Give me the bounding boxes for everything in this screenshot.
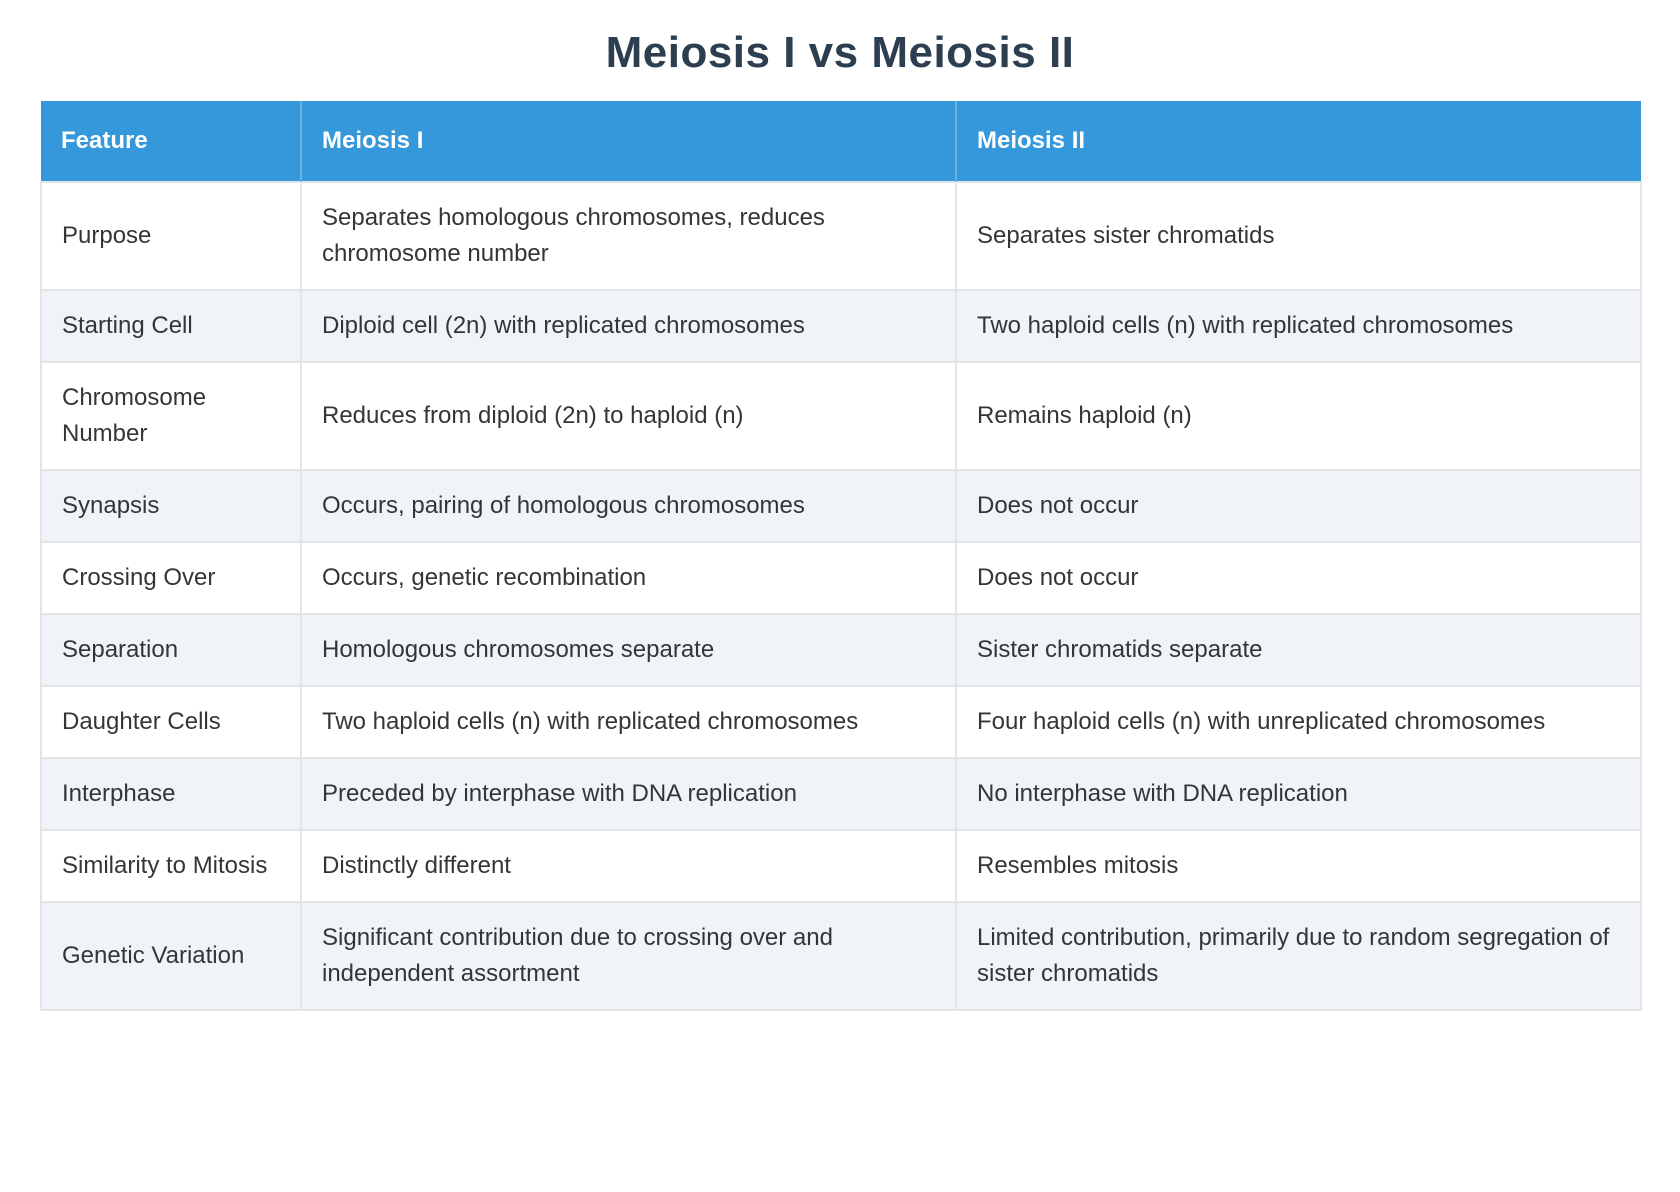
table-row-genetic-variation: Genetic Variation Significant contributi… xyxy=(40,900,1642,1011)
column-header-feature: Feature xyxy=(41,100,302,182)
page-title: Meiosis I vs Meiosis II xyxy=(605,28,1075,77)
feature-cell: Chromosome Number xyxy=(40,360,302,471)
table-row-purpose: Purpose Separates homologous chromosomes… xyxy=(40,180,1642,291)
table-row-starting-cell: Starting Cell Diploid cell (2n) with rep… xyxy=(40,288,1642,363)
feature-cell: Interphase xyxy=(40,756,302,831)
meiosis1-cell: Diploid cell (2n) with replicated chromo… xyxy=(300,288,957,363)
meiosis2-cell: Two haploid cells (n) with replicated ch… xyxy=(955,288,1642,363)
page: Meiosis I vs Meiosis II Feature Meiosis … xyxy=(0,28,1680,1192)
column-header-meiosis-1: Meiosis I xyxy=(301,100,957,182)
meiosis2-cell: Limited contribution, primarily due to r… xyxy=(955,900,1642,1011)
table-row-chromosome-number: Chromosome Number Reduces from diploid (… xyxy=(40,360,1642,471)
meiosis1-cell: Two haploid cells (n) with replicated ch… xyxy=(300,684,957,759)
table-row-interphase: Interphase Preceded by interphase with D… xyxy=(40,756,1642,831)
table-header-row: Feature Meiosis I Meiosis II xyxy=(41,100,1641,182)
feature-cell: Daughter Cells xyxy=(40,684,302,759)
meiosis1-cell: Reduces from diploid (2n) to haploid (n) xyxy=(300,360,957,471)
meiosis2-cell: No interphase with DNA replication xyxy=(955,756,1642,831)
feature-cell: Crossing Over xyxy=(40,540,302,615)
table-row-crossing-over: Crossing Over Occurs, genetic recombinat… xyxy=(40,540,1642,615)
meiosis1-cell: Homologous chromosomes separate xyxy=(300,612,957,687)
meiosis1-cell: Occurs, pairing of homologous chromosome… xyxy=(300,468,957,543)
meiosis1-cell: Separates homologous chromosomes, reduce… xyxy=(300,180,957,291)
feature-cell: Genetic Variation xyxy=(40,900,302,1011)
table-row-daughter-cells: Daughter Cells Two haploid cells (n) wit… xyxy=(40,684,1642,759)
feature-cell: Synapsis xyxy=(40,468,302,543)
meiosis2-cell: Four haploid cells (n) with unreplicated… xyxy=(955,684,1642,759)
meiosis2-cell: Separates sister chromatids xyxy=(955,180,1642,291)
meiosis2-cell: Does not occur xyxy=(955,540,1642,615)
comparison-table: Feature Meiosis I Meiosis II Purpose Sep… xyxy=(40,100,1642,1011)
meiosis2-cell: Sister chromatids separate xyxy=(955,612,1642,687)
feature-cell: Similarity to Mitosis xyxy=(40,828,302,903)
table-row-separation: Separation Homologous chromosomes separa… xyxy=(40,612,1642,687)
feature-cell: Separation xyxy=(40,612,302,687)
table-row-similarity-to-mitosis: Similarity to Mitosis Distinctly differe… xyxy=(40,828,1642,903)
feature-cell: Purpose xyxy=(40,180,302,291)
meiosis1-cell: Occurs, genetic recombination xyxy=(300,540,957,615)
meiosis1-cell: Preceded by interphase with DNA replicat… xyxy=(300,756,957,831)
column-header-meiosis-2: Meiosis II xyxy=(956,100,1641,182)
meiosis1-cell: Distinctly different xyxy=(300,828,957,903)
meiosis2-cell: Resembles mitosis xyxy=(955,828,1642,903)
meiosis2-cell: Does not occur xyxy=(955,468,1642,543)
meiosis2-cell: Remains haploid (n) xyxy=(955,360,1642,471)
meiosis1-cell: Significant contribution due to crossing… xyxy=(300,900,957,1011)
table-row-synapsis: Synapsis Occurs, pairing of homologous c… xyxy=(40,468,1642,543)
feature-cell: Starting Cell xyxy=(40,288,302,363)
